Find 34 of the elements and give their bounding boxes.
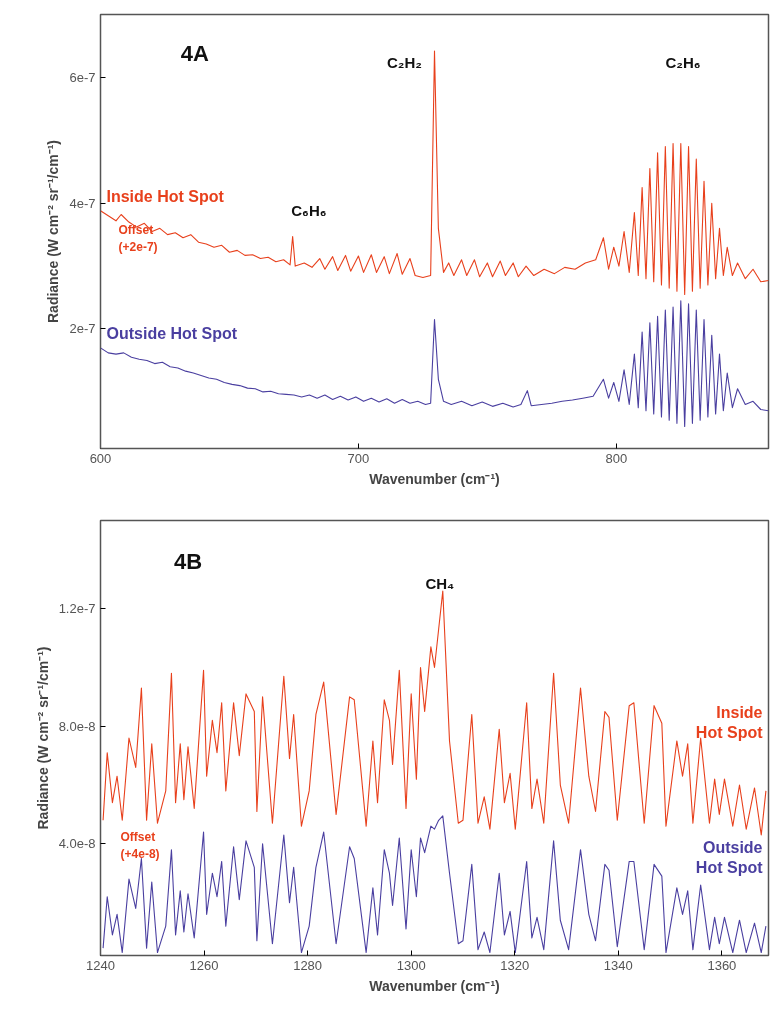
annotation: 4B xyxy=(173,549,203,575)
line-series xyxy=(102,815,767,954)
line-series xyxy=(100,300,769,428)
x-tick-label: 1340 xyxy=(603,957,633,973)
x-tick-label: 1240 xyxy=(86,957,115,973)
x-tick-label: 1280 xyxy=(293,957,323,973)
series-label: Outside Hot Spot xyxy=(106,324,238,342)
x-axis-title: Wavenumber (cm⁻¹) xyxy=(369,470,500,487)
annotation: 4A xyxy=(180,41,209,67)
x-tick-label: 1320 xyxy=(500,957,530,973)
annotation: Offset (+2e-7) xyxy=(118,223,158,254)
series-label: Inside Hot Spot xyxy=(695,703,764,741)
series-label: Inside Hot Spot xyxy=(106,187,225,205)
annotation: C₆H₆ xyxy=(291,202,327,220)
series-label: Outside Hot Spot xyxy=(695,838,764,877)
x-tick-label: 700 xyxy=(347,450,370,466)
y-tick-label: 6e-7 xyxy=(69,69,96,85)
y-tick-label: 4.0e-8 xyxy=(58,836,96,852)
x-tick-label: 1260 xyxy=(189,957,219,973)
y-axis-title: Radiance (W cm⁻² sr⁻¹/cm⁻¹) xyxy=(45,139,62,324)
y-axis-title: Radiance (W cm⁻² sr⁻¹/cm⁻¹) xyxy=(34,646,51,830)
x-tick-label: 600 xyxy=(89,450,112,466)
x-axis-title: Wavenumber (cm⁻¹) xyxy=(369,977,500,994)
annotation: C₂H₆ xyxy=(665,53,701,71)
x-tick-label: 800 xyxy=(605,450,628,466)
y-tick-label: 4e-7 xyxy=(69,195,96,211)
annotation: CH₄ xyxy=(425,575,455,593)
y-tick-label: 1.2e-7 xyxy=(58,601,96,617)
x-tick-label: 1360 xyxy=(707,957,737,973)
x-tick-label: 1300 xyxy=(396,957,426,973)
y-tick-label: 2e-7 xyxy=(69,321,96,337)
y-tick-label: 8.0e-8 xyxy=(58,718,96,734)
annotation: Offset (+4e-8) xyxy=(120,830,160,862)
annotation: C₂H₂ xyxy=(386,53,422,71)
